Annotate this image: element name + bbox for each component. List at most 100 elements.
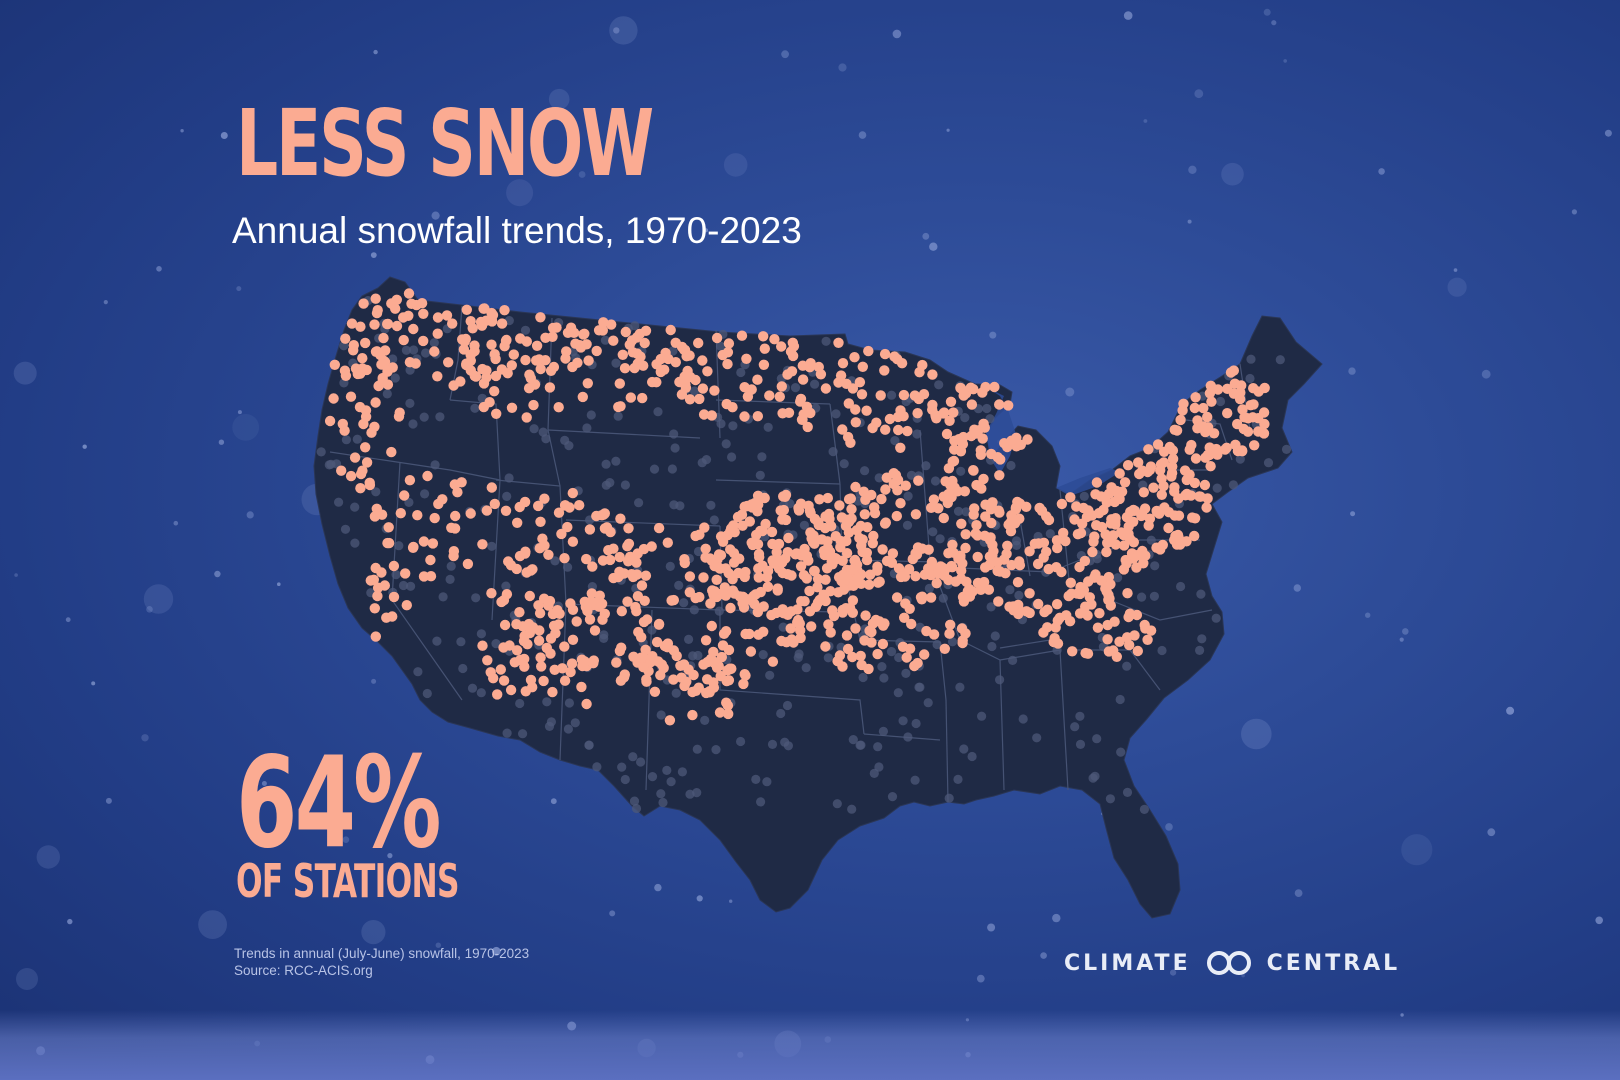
station-dot: [1092, 622, 1104, 633]
station-dot: [505, 684, 517, 696]
other-station-dot: [987, 641, 997, 652]
station-dot: [1051, 535, 1063, 546]
snowflake: [548, 88, 570, 110]
station-dot: [948, 407, 959, 418]
other-station-dot: [620, 774, 630, 785]
other-station-dot: [1115, 694, 1125, 705]
station-dot: [846, 504, 857, 515]
other-station-dot: [599, 633, 609, 644]
station-dot: [728, 520, 739, 531]
other-station-dot: [542, 697, 552, 707]
other-station-dot: [1116, 747, 1126, 757]
snowflake: [654, 883, 662, 892]
other-station-dot: [924, 583, 935, 594]
station-dot: [358, 298, 369, 309]
other-station-dot: [401, 345, 411, 355]
station-dot: [1098, 504, 1109, 516]
other-station-dot: [887, 792, 898, 802]
other-station-dot: [1005, 585, 1015, 595]
station-dot: [927, 399, 938, 411]
station-dot: [1038, 537, 1050, 548]
snowflake: [387, 853, 393, 859]
station-dot: [524, 590, 535, 602]
station-dot: [879, 365, 890, 376]
station-dot: [860, 610, 871, 621]
other-station-dot: [600, 335, 611, 345]
other-station-dot: [887, 390, 897, 400]
station-dot: [1021, 606, 1032, 617]
snowflake: [373, 49, 378, 55]
snowflake: [1350, 511, 1356, 517]
other-station-dot: [1197, 634, 1207, 644]
station-dot: [704, 553, 716, 564]
station-dot: [1001, 548, 1012, 560]
other-station-dot: [990, 631, 1000, 641]
station-dot: [787, 337, 798, 348]
station-dot: [1077, 518, 1088, 529]
other-station-dot: [674, 580, 684, 591]
station-dot: [711, 332, 723, 344]
snowflake: [1481, 369, 1491, 379]
station-dot: [582, 378, 593, 389]
station-dot: [636, 580, 648, 591]
other-station-dot: [647, 772, 658, 782]
station-dot: [1119, 477, 1131, 488]
station-dot: [567, 634, 579, 645]
station-dot: [455, 376, 466, 387]
station-dot: [702, 674, 713, 685]
other-station-dot: [967, 751, 977, 762]
other-station-dot: [839, 459, 849, 469]
station-dot: [855, 650, 866, 662]
station-dot: [776, 635, 787, 647]
station-dot: [653, 522, 665, 534]
station-dot: [617, 349, 628, 360]
snowflake: [1170, 969, 1177, 976]
station-dot: [1236, 445, 1248, 456]
station-dot: [608, 335, 619, 346]
station-dot: [1014, 560, 1026, 571]
other-station-dot: [869, 768, 879, 779]
station-dot: [820, 574, 831, 585]
station-dot: [411, 299, 422, 311]
other-station-dot: [352, 434, 362, 444]
other-station-dot: [1105, 794, 1115, 804]
station-dot: [544, 382, 556, 393]
station-dot: [968, 465, 979, 476]
station-dot: [722, 700, 734, 711]
station-dot: [785, 606, 797, 617]
station-dot: [632, 591, 644, 602]
other-station-dot: [912, 429, 922, 439]
other-station-dot: [1176, 581, 1186, 592]
station-dot: [758, 601, 769, 612]
station-dot: [945, 396, 957, 407]
station-dot: [903, 564, 915, 575]
station-dot: [653, 618, 665, 630]
station-dot: [762, 581, 774, 592]
station-dot: [1237, 404, 1248, 415]
station-dot: [777, 567, 788, 579]
station-dot: [723, 644, 735, 656]
station-dot: [972, 551, 983, 563]
station-dot: [957, 635, 968, 646]
station-dot: [814, 494, 825, 505]
station-dot: [443, 357, 454, 368]
station-dot: [360, 442, 371, 453]
station-dot: [1134, 468, 1145, 480]
station-dot: [1153, 507, 1165, 518]
station-dot: [880, 484, 891, 495]
station-dot: [995, 454, 1006, 465]
station-dot: [825, 627, 836, 638]
station-dot: [1008, 601, 1019, 612]
station-dot: [534, 625, 545, 636]
other-station-dot: [391, 570, 401, 580]
other-station-dot: [316, 447, 326, 457]
station-dot: [938, 512, 949, 524]
station-dot: [720, 626, 732, 637]
station-dot: [498, 675, 510, 686]
station-dot: [425, 554, 436, 566]
station-dot: [1158, 480, 1169, 492]
other-station-dot: [408, 419, 418, 429]
other-station-dot: [563, 562, 573, 572]
station-dot: [835, 535, 846, 547]
station-dot: [723, 675, 735, 686]
